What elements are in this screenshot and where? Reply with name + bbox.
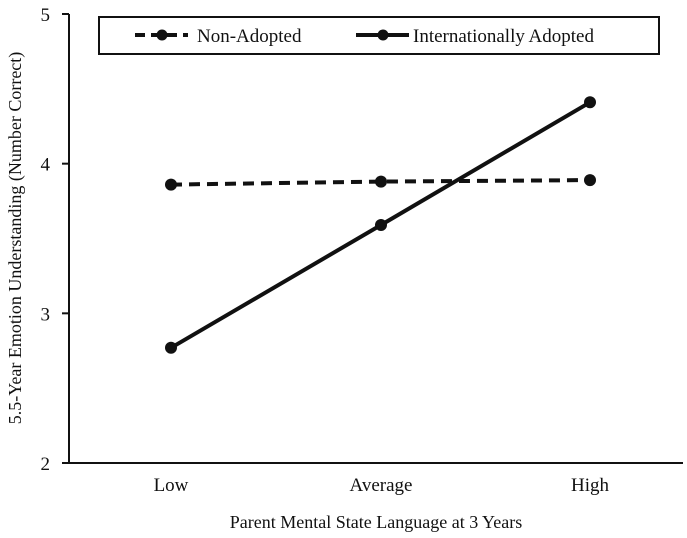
- x-tick-label: High: [571, 475, 610, 496]
- data-point-internationally-adopted: [584, 96, 596, 109]
- series-line-non-adopted: [170, 178, 591, 187]
- x-tick-label: Average: [350, 475, 413, 496]
- legend-label-non-adopted: Non-Adopted: [197, 26, 302, 47]
- data-point-internationally-adopted: [165, 341, 177, 354]
- series-layer: [165, 96, 596, 354]
- data-point-non-adopted: [165, 178, 177, 191]
- legend-marker-non-adopted: [156, 29, 168, 41]
- x-ticks: Low Average High: [154, 475, 610, 496]
- data-point-non-adopted: [375, 175, 387, 188]
- y-axis-title: 5.5-Year Emotion Understanding (Number C…: [5, 52, 26, 425]
- y-tick-label: 5: [41, 5, 51, 26]
- y-ticks: 2 3 4 5: [41, 5, 69, 475]
- y-tick-label: 4: [41, 155, 51, 176]
- legend-label-internationally-adopted: Internationally Adopted: [413, 26, 594, 47]
- legend: Non-Adopted Internationally Adopted: [98, 16, 660, 55]
- x-axis-title: Parent Mental State Language at 3 Years: [230, 512, 522, 532]
- x-tick-label: Low: [154, 475, 189, 496]
- data-point-non-adopted: [584, 174, 596, 187]
- legend-marker-internationally-adopted: [377, 29, 389, 41]
- y-tick-label: 2: [41, 454, 51, 475]
- axes: [68, 14, 683, 464]
- data-point-internationally-adopted: [375, 219, 387, 231]
- y-tick-label: 3: [41, 304, 51, 325]
